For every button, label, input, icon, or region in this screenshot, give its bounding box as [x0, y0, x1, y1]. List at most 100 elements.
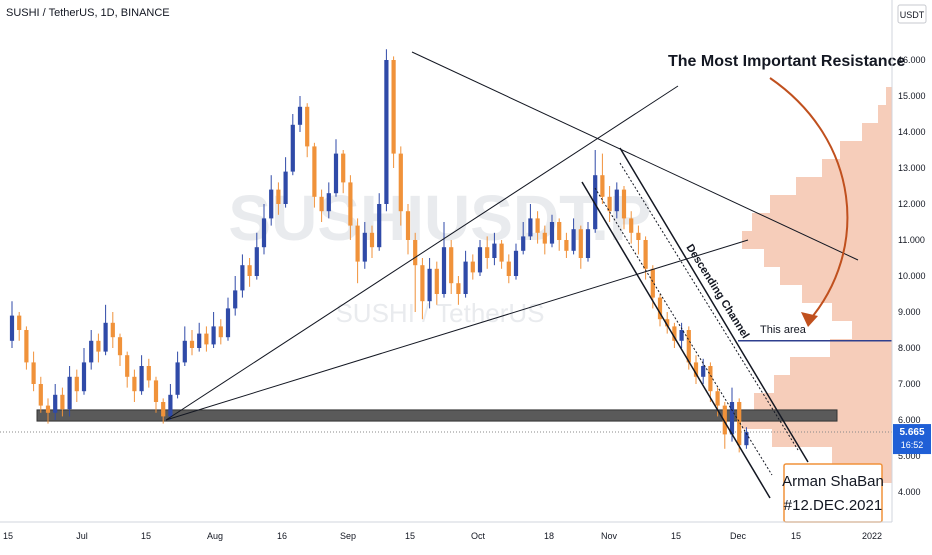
candle-body — [449, 247, 454, 284]
support-zone — [36, 409, 838, 422]
candle-body — [441, 247, 447, 294]
volume-profile-bar — [830, 339, 892, 357]
candle-body — [629, 218, 634, 233]
candle-body — [38, 384, 43, 406]
this-area-label: This area — [760, 324, 807, 336]
volume-profile-bar — [802, 285, 892, 303]
author-name: Arman ShaBan — [782, 473, 884, 490]
candle-body — [398, 153, 403, 212]
candle-body — [528, 218, 533, 237]
candle-body — [117, 337, 123, 356]
candle-body — [74, 376, 79, 392]
candle-body — [132, 376, 137, 392]
price-tag: 5.665 16:52 — [893, 424, 931, 455]
candle-body — [247, 265, 252, 276]
y-tick-label: 10.000 — [898, 271, 926, 281]
candle-body — [542, 232, 547, 244]
candle-body — [737, 402, 742, 446]
candle-body — [506, 261, 511, 276]
candle-body — [211, 326, 216, 345]
currency-badge[interactable] — [897, 4, 927, 24]
volume-profile-bar — [832, 303, 892, 321]
candle-body — [81, 362, 87, 392]
x-tick-label: 18 — [544, 531, 554, 541]
candle-body — [168, 394, 173, 417]
channel-upper-line — [619, 147, 809, 463]
candle-body — [600, 175, 605, 197]
y-tick-label: 5.000 — [898, 451, 921, 461]
candle-body — [319, 196, 324, 212]
x-axis[interactable]: 15 Jul 15 Aug 16 Sep 15 Oct 18 Nov 15 Dec 15 2022 — [3, 531, 882, 541]
candle-body — [125, 355, 130, 377]
volume-profile-bar — [742, 231, 892, 249]
candle-body — [384, 60, 389, 204]
y-tick-label: 16.000 — [898, 55, 926, 65]
candle-body — [297, 106, 303, 125]
candle-body — [89, 340, 94, 363]
candle-body — [254, 247, 259, 276]
y-axis[interactable]: 16.000 15.000 14.000 13.000 12.000 11.000 10.0… — [898, 55, 926, 497]
channel-inner-dotted-2 — [594, 187, 773, 476]
candle-body — [110, 322, 115, 338]
watermark-pair: SUSHI / TetherUS — [335, 298, 544, 328]
candle-body — [535, 218, 540, 233]
x-tick-label: Sep — [340, 531, 356, 541]
candle-body — [672, 326, 677, 341]
volume-profile-bar — [770, 195, 892, 213]
candle-body — [405, 211, 411, 240]
candle-body — [60, 394, 65, 410]
candle-body — [621, 189, 627, 219]
candle-body — [492, 243, 497, 258]
candle-body — [557, 222, 562, 240]
candle-body — [290, 124, 295, 172]
volume-profile-bar — [752, 213, 892, 231]
candle-body — [283, 171, 288, 204]
x-tick-label: Dec — [730, 531, 747, 541]
candle-body — [276, 189, 281, 204]
volume-profile-bar — [832, 447, 892, 465]
volume-profile-bar — [840, 141, 892, 159]
y-tick-label: 15.000 — [898, 91, 926, 101]
x-tick-label: 15 — [405, 531, 415, 541]
main-title-annotation: The Most Important Resistance — [668, 53, 905, 70]
volume-profile-bar — [878, 105, 892, 123]
candle-body — [161, 402, 166, 417]
y-tick-label: 8.000 — [898, 343, 921, 353]
descending-trendline — [411, 51, 859, 261]
candle-body — [391, 60, 396, 154]
candle-body — [549, 222, 555, 244]
candle-body — [499, 243, 504, 262]
x-tick-label: 15 — [141, 531, 151, 541]
candle-body — [571, 229, 576, 251]
candle-body — [593, 175, 598, 230]
candle-body — [240, 265, 245, 291]
price-tag-box — [893, 424, 931, 455]
x-tick-label: Oct — [471, 531, 486, 541]
candle-body — [312, 146, 317, 197]
candle-body — [355, 225, 360, 262]
candle-body — [513, 250, 519, 276]
volume-profile-bar — [772, 429, 892, 447]
x-tick-label: 15 — [791, 531, 801, 541]
channel-label: Descending Channel — [683, 242, 751, 341]
candles — [9, 49, 749, 453]
candle-body — [715, 391, 720, 406]
candle-body — [182, 340, 187, 363]
candle-body — [233, 290, 238, 309]
ascending-trendline — [165, 85, 679, 421]
candle-body — [427, 268, 432, 302]
candle-body — [146, 366, 151, 381]
y-tick-label: 9.000 — [898, 307, 921, 317]
candle-body — [369, 232, 375, 248]
candle-body — [420, 265, 425, 302]
candle-body — [45, 405, 51, 413]
candle-body — [578, 229, 583, 258]
arrow-head-icon — [801, 312, 818, 327]
symbol-header: SUSHI / TetherUS, 1D, BINANCE — [6, 7, 170, 19]
candle-body — [348, 182, 353, 226]
candle-body — [650, 268, 655, 298]
candle-body — [722, 405, 727, 435]
candle-body — [521, 236, 526, 251]
